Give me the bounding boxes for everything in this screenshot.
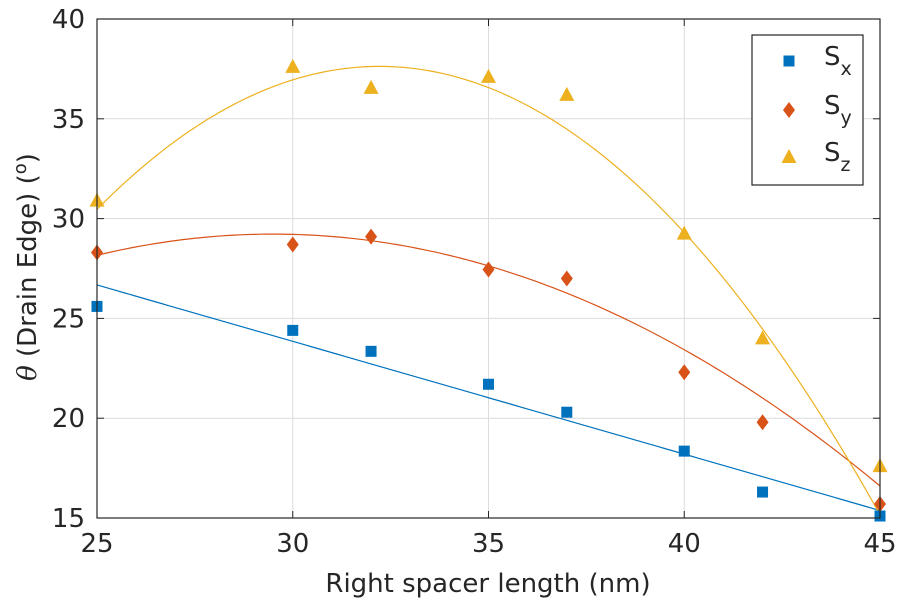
legend-label-subscript: x bbox=[841, 58, 852, 80]
series-x-point bbox=[678, 445, 690, 457]
series-z-point bbox=[755, 330, 771, 345]
x-axis-label: Right spacer length (nm) bbox=[325, 569, 650, 599]
y-axis-label-text: (Drain Edge) ( bbox=[13, 174, 43, 365]
y-axis-label-sup: o bbox=[10, 163, 31, 174]
y-axis-label: θ (Drain Edge) (o) bbox=[10, 153, 43, 381]
legend-label-main: S bbox=[824, 42, 841, 72]
series-z-point bbox=[481, 68, 496, 83]
legend-label-subscript: z bbox=[841, 154, 851, 176]
x-tick-label: 45 bbox=[863, 529, 896, 559]
y-tick-label: 15 bbox=[52, 504, 85, 534]
series-x-point bbox=[365, 345, 377, 357]
series-x-point bbox=[757, 486, 769, 498]
series-z-fit-line bbox=[96, 65, 881, 516]
series-x-point bbox=[287, 324, 299, 336]
series-y-point bbox=[482, 261, 495, 278]
series-z-point bbox=[363, 79, 379, 94]
series-z-point bbox=[559, 86, 575, 101]
x-tick-label: 35 bbox=[472, 529, 505, 559]
y-tick-label: 30 bbox=[52, 205, 85, 235]
y-tick-label: 20 bbox=[52, 404, 85, 434]
legend-label-z: Sz bbox=[824, 138, 851, 176]
axis-ticks bbox=[96, 18, 881, 519]
x-tick-label: 25 bbox=[80, 529, 113, 559]
legend-label-subscript: y bbox=[841, 107, 852, 129]
legend-marker-y bbox=[783, 102, 795, 118]
series-x-point bbox=[483, 378, 494, 390]
y-axis-label-end: ) bbox=[13, 153, 43, 163]
legend-label-y: Sy bbox=[824, 91, 852, 129]
series-y-point bbox=[560, 270, 573, 287]
x-tick-label: 30 bbox=[276, 529, 309, 559]
legend-marker-z bbox=[781, 149, 797, 163]
series-y-point bbox=[365, 228, 378, 245]
series-y-point bbox=[286, 236, 299, 253]
series-y-point bbox=[678, 364, 691, 381]
legend-box bbox=[751, 34, 864, 186]
legend-label-main: S bbox=[824, 138, 841, 168]
tick-labels: 25 30 35 40 45 15 20 25 30 35 40 bbox=[52, 5, 897, 559]
legend-marker-x bbox=[783, 55, 795, 67]
legend-label-x: Sx bbox=[824, 42, 852, 80]
series-z-point bbox=[285, 58, 301, 73]
y-tick-label: 40 bbox=[52, 5, 85, 35]
series-x-fit-line bbox=[96, 284, 881, 512]
y-tick-label: 35 bbox=[52, 105, 85, 135]
y-tick-label: 25 bbox=[52, 304, 85, 334]
legend-label-main: S bbox=[824, 91, 841, 121]
x-tick-label: 40 bbox=[668, 529, 701, 559]
y-axis-symbol: θ bbox=[13, 365, 43, 381]
series-x-point bbox=[561, 406, 573, 418]
series-z-point bbox=[676, 225, 692, 240]
series-y-point bbox=[756, 414, 769, 431]
